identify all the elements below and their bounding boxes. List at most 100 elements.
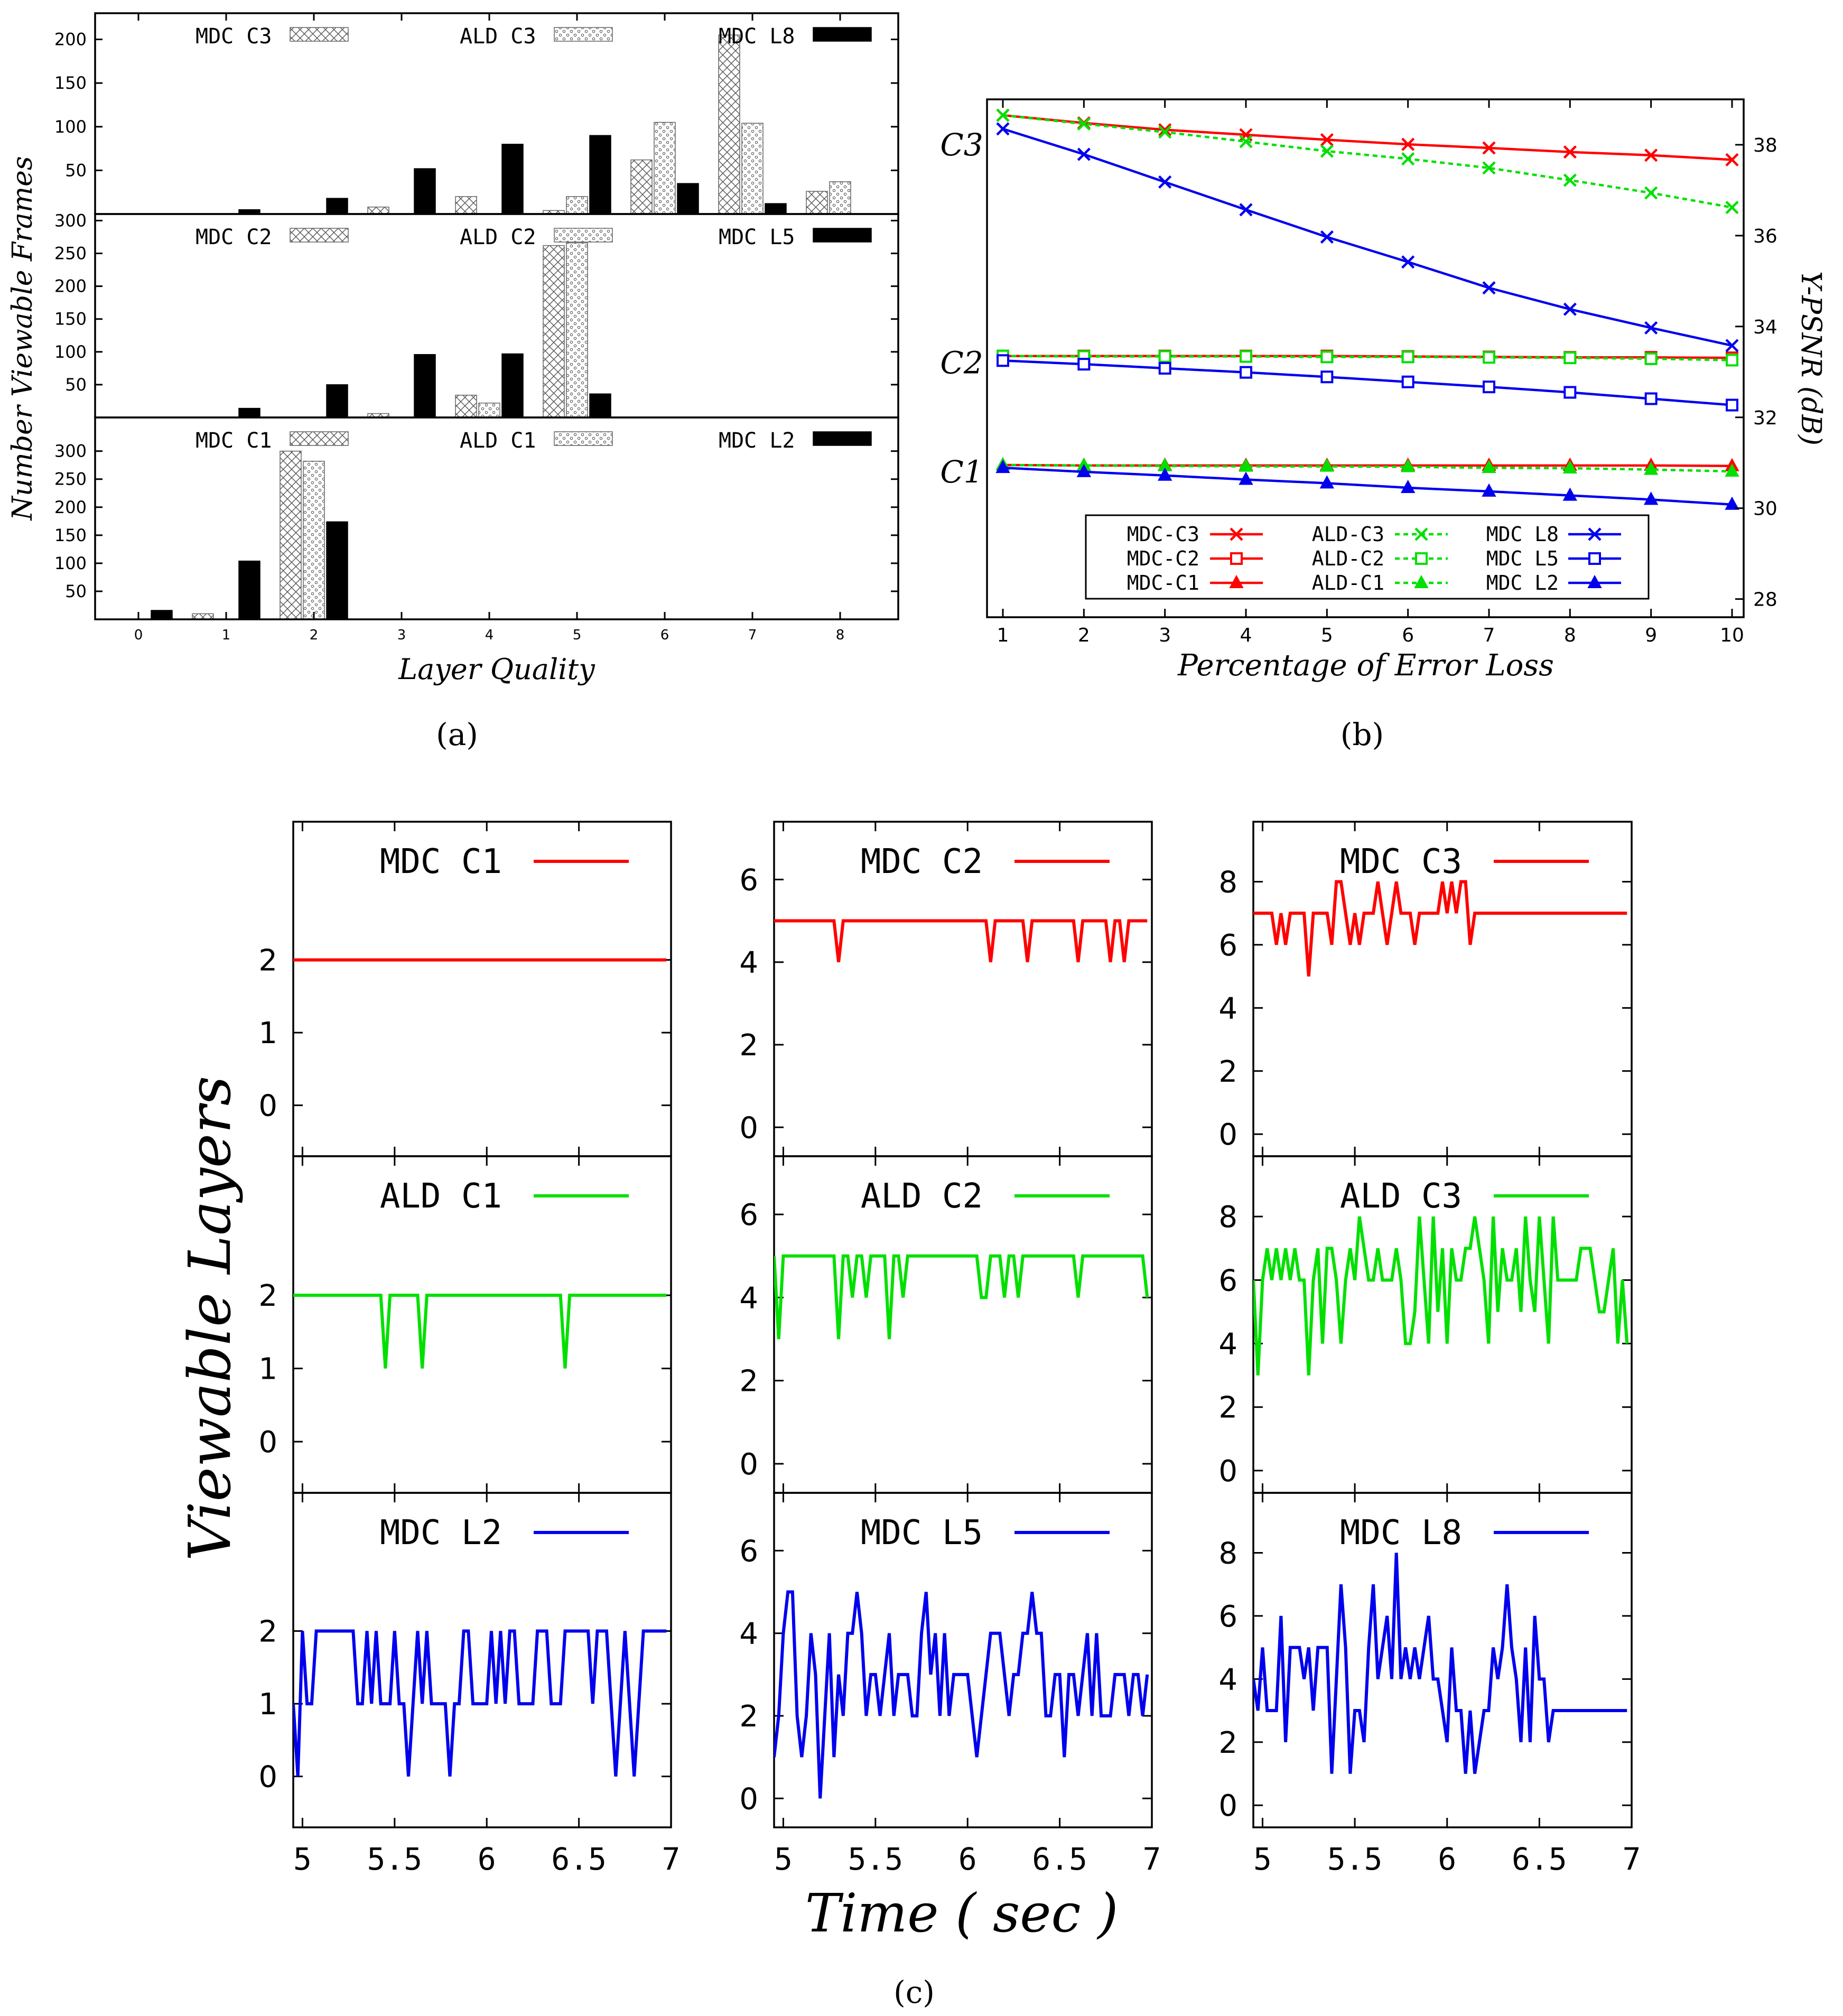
bar-mdc-l8-cat-7 xyxy=(765,203,787,215)
marker-x-stroke xyxy=(1077,147,1091,161)
bar-mdc-l8-cat-4 xyxy=(501,144,524,215)
bar-ald-c3-cat-8 xyxy=(829,181,851,215)
y-tick-label: 6 xyxy=(739,1198,758,1232)
bar-mdc-l5-cat-4 xyxy=(501,353,524,418)
y-tick-label: 100 xyxy=(54,117,87,137)
point-mdc-l8-4 xyxy=(1239,203,1253,217)
y-tick-label: 150 xyxy=(54,309,87,329)
marker-x-stroke xyxy=(1482,161,1496,175)
point-mdc-l2-7 xyxy=(1482,483,1496,497)
y-tick-label: 4 xyxy=(1218,991,1237,1026)
x-tick-label: 7 xyxy=(1143,1841,1161,1877)
panel-c-y-axis-title: Viewable Layers xyxy=(176,1076,244,1561)
x-tick-label: 6 xyxy=(1438,1841,1456,1877)
bar-mdc-l8-cat-3 xyxy=(414,168,436,215)
point-ald-c1-10 xyxy=(1725,463,1739,477)
point-ald-c1-8 xyxy=(1562,460,1578,474)
y-tick-label: 2 xyxy=(258,1279,277,1313)
x-tick-label: 5 xyxy=(1321,625,1333,646)
bar-mdc-l8-cat-5 xyxy=(589,135,611,215)
legend-marker-ald-c3 xyxy=(1414,527,1428,541)
legend-label-mdc-l5: MDC L5 xyxy=(719,225,795,249)
y-tick-label: 6 xyxy=(1218,928,1237,963)
point-mdc-l2-6 xyxy=(1400,479,1416,493)
point-mdc-l8-8 xyxy=(1563,302,1577,316)
legend-swatch-mdc-c3 xyxy=(290,27,349,42)
legend-label-mdc-l2: MDC L2 xyxy=(380,1513,502,1553)
x-tick-label: 5 xyxy=(1253,1841,1272,1877)
series-line-mdc-l5 xyxy=(1002,359,1733,406)
point-ald-c3-1 xyxy=(996,108,1010,122)
x-tick-label: 8 xyxy=(836,627,845,643)
legend-label-ald-c1: ALD C1 xyxy=(380,1177,502,1216)
x-tick-label: 6 xyxy=(958,1841,977,1877)
y-tick-label: 1 xyxy=(258,1352,277,1387)
series-line-mdc-c3 xyxy=(1253,880,1627,977)
legend-label-ald-c1: ALD-C1 xyxy=(1312,571,1384,594)
y-tick-label: 6 xyxy=(1218,1264,1237,1298)
legend-label-ald-c3: ALD C3 xyxy=(1340,1177,1462,1216)
bar-mdc-l5-cat-3 xyxy=(414,354,436,418)
bar-mdc-c1-cat-2 xyxy=(280,450,302,620)
x-tick-label: 5.5 xyxy=(848,1841,903,1877)
panel-c-subplots: 0 1 2 MDC C1 0 1 2 ALD C1 0 1 2 MDC L2 5 5.5 6 6.5 7 0 2 4 6… xyxy=(258,821,1641,1877)
panel-b-series xyxy=(995,108,1739,510)
point-mdc-l2-3 xyxy=(1157,467,1172,481)
series-line-ald-c2 xyxy=(1002,355,1733,361)
legend-label-mdc-l2: MDC L2 xyxy=(719,429,795,453)
group-label-c1: C1 xyxy=(940,454,983,490)
x-tick-label: 8 xyxy=(1564,625,1576,646)
legend-label-mdc-c1: MDC C1 xyxy=(380,842,502,881)
y-tick-label: 4 xyxy=(739,1617,758,1651)
y-tick-label: 1 xyxy=(258,1016,277,1051)
series-line-ald-c2 xyxy=(774,1254,1149,1340)
marker-x-stroke xyxy=(1320,144,1334,158)
legend-label-mdc-c1: MDC C1 xyxy=(196,429,272,453)
legend-marker-mdc-c2 xyxy=(1230,552,1243,565)
point-mdc-l8-6 xyxy=(1401,255,1415,269)
y-tick-label: 150 xyxy=(54,73,87,93)
y-tick-label: 0 xyxy=(739,1111,758,1145)
legend-swatch-ald-c1 xyxy=(554,431,613,446)
series-line-ald-c3 xyxy=(1002,114,1733,209)
x-tick-label: 5 xyxy=(774,1841,793,1877)
point-mdc-l2-2 xyxy=(1076,463,1092,477)
y-tick-label: 300 xyxy=(54,210,87,230)
point-ald-c3-6 xyxy=(1401,152,1415,166)
point-ald-c2-3 xyxy=(1158,350,1171,363)
x-tick-label: 3 xyxy=(1159,625,1171,646)
y-tick-label: 200 xyxy=(54,276,87,296)
legend-label-mdc-c2: MDC-C2 xyxy=(1127,547,1199,570)
y-tick-label: 36 xyxy=(1753,226,1777,247)
legend-label-ald-c3: ALD C3 xyxy=(460,24,536,49)
marker-x-stroke xyxy=(1644,148,1658,162)
point-mdc-l8-10 xyxy=(1725,339,1739,352)
legend-label-mdc-l2: MDC L2 xyxy=(1486,571,1559,594)
point-ald-c3-4 xyxy=(1239,135,1253,148)
marker-x-stroke xyxy=(1563,145,1577,159)
panel-b-group-labels: C3 C2 C1 xyxy=(940,127,983,490)
x-tick-label: 1 xyxy=(222,627,231,643)
y-tick-label: 250 xyxy=(54,244,87,264)
y-tick-label: 0 xyxy=(258,1760,277,1795)
x-tick-label: 7 xyxy=(662,1841,681,1877)
point-mdc-l5-3 xyxy=(1158,361,1171,375)
bar-mdc-c2-cat-5 xyxy=(543,245,565,418)
y-tick-label: 38 xyxy=(1753,135,1777,156)
y-tick-label: 1 xyxy=(258,1687,277,1722)
y-tick-label: 34 xyxy=(1753,317,1777,338)
x-tick-label: 5.5 xyxy=(1327,1841,1383,1877)
legend-label-mdc-l8: MDC L8 xyxy=(1486,523,1559,546)
point-ald-c2-9 xyxy=(1644,352,1658,365)
marker-x-stroke xyxy=(1482,281,1496,295)
panel-c-x-axis-title: Time ( sec ) xyxy=(805,1882,1119,1944)
x-tick-label: 4 xyxy=(485,627,494,643)
bar-mdc-c3-cat-7 xyxy=(718,34,740,215)
y-tick-label: 200 xyxy=(54,30,87,50)
marker-x-stroke xyxy=(1077,117,1091,131)
series-line-mdc-l5 xyxy=(774,1590,1149,1799)
y-tick-label: 2 xyxy=(258,943,277,978)
marker-x-stroke xyxy=(1725,201,1739,215)
y-tick-label: 200 xyxy=(54,497,87,517)
